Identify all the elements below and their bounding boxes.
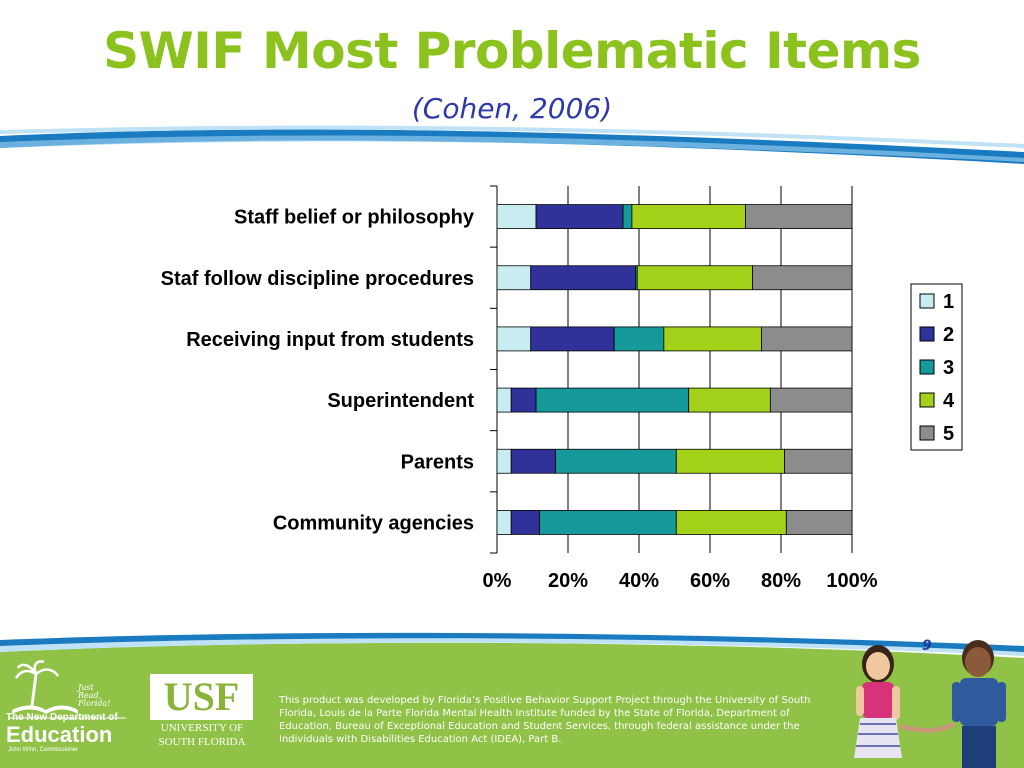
legend-label: 2 bbox=[943, 324, 954, 346]
doe-commissioner: John Winn, Commissioner bbox=[8, 747, 79, 753]
category-label: Parents bbox=[401, 451, 474, 473]
department-of-education-logo bbox=[8, 660, 126, 719]
bar-segment bbox=[785, 510, 853, 535]
usf-name-line2: SOUTH FLORIDA bbox=[158, 736, 246, 748]
x-tick-label: 20% bbox=[548, 570, 588, 592]
bar-segment bbox=[530, 326, 615, 352]
legend-swatch bbox=[919, 293, 935, 309]
bar-segment bbox=[496, 448, 512, 474]
x-tick-label: 60% bbox=[690, 570, 730, 592]
bar-segment bbox=[675, 448, 785, 474]
category-label: Staf follow discipline procedures bbox=[161, 268, 474, 290]
page-number: 9 bbox=[922, 638, 932, 654]
bar-segment bbox=[622, 204, 633, 229]
footer-background bbox=[0, 632, 1024, 768]
category-label: Community agencies bbox=[273, 512, 474, 534]
usf-name-line1: UNIVERSITY OF bbox=[160, 722, 244, 734]
x-tick-label: 40% bbox=[619, 570, 659, 592]
bar-segment bbox=[769, 387, 853, 413]
bar-segment bbox=[663, 326, 762, 352]
bar-segment bbox=[539, 510, 677, 535]
category-label: Superintendent bbox=[327, 390, 474, 412]
doe-name-line2: Education bbox=[6, 722, 113, 747]
usf-logo: USF bbox=[150, 674, 253, 720]
legend-label: 1 bbox=[943, 291, 954, 313]
bar-segment bbox=[784, 448, 853, 474]
legend-box bbox=[910, 283, 963, 451]
legend-swatch bbox=[919, 392, 935, 408]
bar-segment bbox=[688, 387, 771, 413]
legend-swatch bbox=[919, 359, 935, 375]
slide-title: SWIF Most Problematic Items bbox=[103, 22, 921, 80]
x-tick-label: 0% bbox=[483, 570, 512, 592]
bar-segment bbox=[496, 387, 512, 413]
category-label: Staff belief or philosophy bbox=[234, 207, 475, 229]
bar-segment bbox=[745, 204, 853, 229]
bar-segment bbox=[496, 265, 532, 291]
category-label: Receiving input from students bbox=[186, 329, 474, 351]
bar-segment bbox=[496, 326, 532, 352]
footer: 9 Just Read, Florida! The New Department… bbox=[0, 630, 1024, 768]
bar-segment bbox=[675, 510, 787, 535]
legend-label: 5 bbox=[943, 423, 954, 445]
funding-disclaimer: This product was developed by Florida’s … bbox=[279, 695, 811, 745]
legend-swatch bbox=[919, 425, 935, 441]
bar-segment bbox=[613, 326, 665, 352]
bar-segment bbox=[496, 204, 537, 229]
legend-label: 4 bbox=[943, 390, 955, 412]
legend-label: 3 bbox=[943, 357, 954, 379]
bar-segment bbox=[555, 448, 677, 474]
bar-segment bbox=[535, 204, 624, 229]
doe-name-line1: The New Department of bbox=[6, 712, 118, 723]
bar-segment bbox=[530, 265, 636, 291]
legend-swatch bbox=[919, 326, 935, 342]
bar-segment bbox=[631, 204, 746, 229]
header-swoosh bbox=[0, 125, 1024, 164]
bar-segment bbox=[752, 265, 853, 291]
doe-tagline: Just Read, Florida! bbox=[78, 683, 111, 708]
bar-segment bbox=[535, 387, 690, 413]
bar-segment bbox=[761, 326, 853, 352]
stacked-bar-chart: 0% 20% 40% 60% 80% 100% Staff belief or philos… bbox=[161, 185, 963, 592]
bar-segment bbox=[510, 510, 541, 535]
bar-segment bbox=[636, 265, 753, 291]
x-tick-label: 100% bbox=[826, 570, 877, 592]
bar-segment bbox=[496, 510, 512, 535]
bar-segment bbox=[510, 448, 556, 474]
bar-segment bbox=[510, 387, 537, 413]
slide-subtitle: (Cohen, 2006) bbox=[411, 92, 613, 125]
x-tick-label: 80% bbox=[761, 570, 801, 592]
children-illustration bbox=[854, 640, 1006, 768]
